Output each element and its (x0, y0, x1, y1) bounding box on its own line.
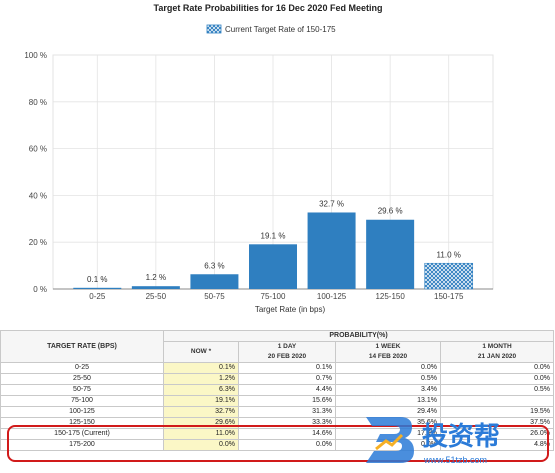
cell-m1: 0.5% (439, 384, 555, 396)
cell-rate: 25-50 (0, 373, 164, 385)
cell-w1: 0.0% (335, 362, 441, 374)
cell-rate: 175-200 (0, 439, 164, 451)
cell-d1: 0.7% (238, 373, 336, 385)
table-row: 150-175 (Current) 11.0% 14.6% 17.9% 26.0% (0, 428, 555, 440)
cell-w1: 0.0% (335, 439, 441, 451)
table-row: 0-25 0.1% 0.1% 0.0% 0.0% (0, 362, 555, 374)
cell-rate: 0-25 (0, 362, 164, 374)
x-tick-label: 25-50 (146, 292, 167, 301)
target-rate-header: TARGET RATE (BPS) (0, 330, 164, 363)
cell-m1: 4.8% (439, 439, 555, 451)
one-month-label: 1 MONTH (482, 343, 512, 350)
watermark-url: www.51tzb.com (423, 455, 487, 465)
y-tick-label: 0 % (33, 285, 47, 294)
cell-m1: 0.0% (439, 362, 555, 374)
x-tick-label: 150-175 (434, 292, 464, 301)
x-axis-title: Target Rate (in bps) (255, 305, 326, 314)
table-body: 0-25 0.1% 0.1% 0.0% 0.0% 25-50 1.2% 0.7% 0.5% 0.0… (0, 362, 555, 451)
bars: 0.1 % 0-25 1.2 % 25-50 6.3 % 50-75 19.1 % 75-10… (73, 199, 474, 301)
table-row: 25-50 1.2% 0.7% 0.5% 0.0% (0, 373, 555, 385)
bar-25-50[interactable] (131, 286, 180, 289)
y-tick-label: 100 % (24, 51, 47, 60)
y-tick-label: 60 % (29, 145, 47, 154)
x-tick-label: 100-125 (317, 292, 347, 301)
grid: 0 % 20 % 40 % 60 % 80 % 100 % (24, 51, 494, 294)
cell-now: 0.1% (163, 362, 239, 374)
one-week-header: 1 WEEK 14 FEB 2020 (335, 341, 441, 363)
y-tick-label: 80 % (29, 98, 47, 107)
bar-value-label: 6.3 % (204, 261, 224, 270)
cell-rate: 100-125 (0, 406, 164, 418)
chart-title: Target Rate Probabilities for 16 Dec 202… (154, 3, 383, 13)
cell-now: 6.3% (163, 384, 239, 396)
bar-value-label: 32.7 % (319, 199, 344, 208)
cell-d1: 31.3% (238, 406, 336, 418)
cell-m1: 37.5% (439, 417, 555, 429)
bar-chart: Target Rate Probabilities for 16 Dec 202… (24, 3, 494, 314)
table-row: 125-150 29.6% 33.3% 35.6% 37.5% (0, 417, 555, 429)
y-tick-label: 40 % (29, 191, 47, 200)
cell-w1: 35.6% (335, 417, 441, 429)
cell-m1 (439, 395, 555, 407)
cell-now: 11.0% (163, 428, 239, 440)
now-header[interactable]: NOW * (163, 341, 239, 363)
bar-75-100[interactable] (249, 244, 297, 289)
bar-value-label: 29.6 % (378, 207, 403, 216)
bar-value-label: 19.1 % (261, 231, 286, 240)
cell-rate: 150-175 (Current) (0, 428, 164, 440)
cell-now: 29.6% (163, 417, 239, 429)
cell-rate: 125-150 (0, 417, 164, 429)
one-day-label: 1 DAY (277, 343, 297, 350)
cell-w1: 0.5% (335, 373, 441, 385)
legend-label: Current Target Rate of 150-175 (225, 25, 336, 34)
probability-table-wrap: TARGET RATE (BPS) PROBABILITY(%) NOW * 1… (0, 330, 555, 451)
bar-100-125[interactable] (307, 212, 356, 289)
cell-d1: 33.3% (238, 417, 336, 429)
bar-0-25[interactable] (73, 287, 122, 289)
x-tick-label: 75-100 (261, 292, 286, 301)
cell-w1: 13.1% (335, 395, 441, 407)
cell-now: 32.7% (163, 406, 239, 418)
cell-d1: 0.0% (238, 439, 336, 451)
cell-now: 0.0% (163, 439, 239, 451)
now-header-label: NOW * (190, 348, 212, 355)
bar-value-label: 1.2 % (146, 273, 166, 282)
x-tick-label: 125-150 (375, 292, 405, 301)
cell-w1: 29.4% (335, 406, 441, 418)
bar-50-75[interactable] (190, 274, 239, 289)
cell-m1: 19.5% (439, 406, 555, 418)
bar-value-label: 0.1 % (87, 275, 107, 284)
cell-w1: 17.9% (335, 428, 441, 440)
cell-w1: 3.4% (335, 384, 441, 396)
bar-150-175[interactable] (424, 262, 474, 290)
cell-m1: 26.0% (439, 428, 555, 440)
table-row: 75-100 19.1% 15.6% 13.1% (0, 395, 555, 407)
cell-rate: 75-100 (0, 395, 164, 407)
x-tick-label: 50-75 (204, 292, 225, 301)
cell-m1: 0.0% (439, 373, 555, 385)
table-row: 175-200 0.0% 0.0% 0.0% 4.8% (0, 439, 555, 451)
probability-header: PROBABILITY(%) (162, 330, 555, 342)
cell-d1: 4.4% (238, 384, 336, 396)
bar-125-150[interactable] (366, 219, 415, 289)
one-month-date: 21 JAN 2020 (477, 353, 517, 360)
cell-now: 1.2% (163, 373, 239, 385)
probability-table: TARGET RATE (BPS) PROBABILITY(%) NOW * 1… (0, 330, 555, 451)
one-week-date: 14 FEB 2020 (368, 353, 408, 360)
table-row: 50-75 6.3% 4.4% 3.4% 0.5% (0, 384, 555, 396)
one-month-header: 1 MONTH 21 JAN 2020 (439, 341, 555, 363)
bar-value-label: 11.0 % (437, 250, 461, 259)
one-week-label: 1 WEEK (375, 343, 401, 350)
one-day-date: 20 FEB 2020 (267, 353, 307, 360)
one-day-header: 1 DAY 20 FEB 2020 (238, 341, 336, 363)
cell-d1: 15.6% (238, 395, 336, 407)
cell-rate: 50-75 (0, 384, 164, 396)
table-row: 100-125 32.7% 31.3% 29.4% 19.5% (0, 406, 555, 418)
legend-swatch (206, 24, 222, 34)
x-tick-label: 0-25 (89, 292, 106, 301)
cell-d1: 0.1% (238, 362, 336, 374)
cell-now: 19.1% (163, 395, 239, 407)
cell-d1: 14.6% (238, 428, 336, 440)
y-tick-label: 20 % (29, 238, 47, 247)
